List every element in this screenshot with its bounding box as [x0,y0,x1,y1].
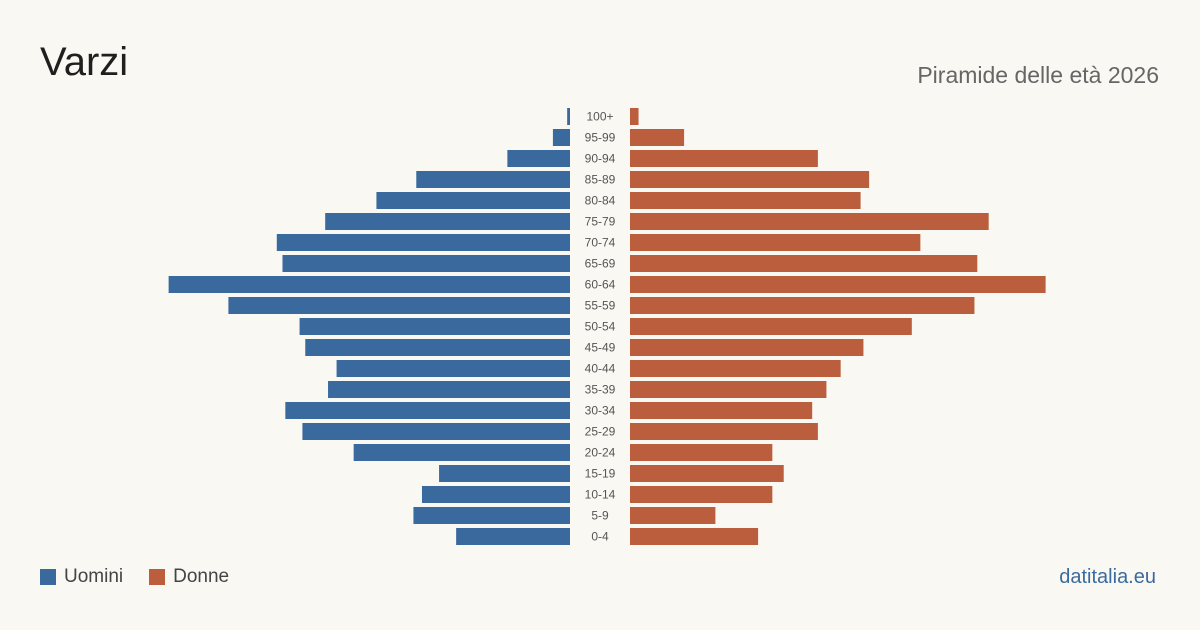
age-label-45-49: 45-49 [585,341,616,355]
bar-male-45-49 [305,339,570,356]
bar-male-95-99 [552,129,570,146]
age-label-100plus: 100+ [586,110,613,124]
bar-male-25-29 [302,423,570,440]
bar-male-70-74 [276,234,570,251]
bar-female-80-84 [630,192,861,209]
age-label-20-24: 20-24 [585,446,616,460]
bar-male-100plus [567,108,570,125]
bar-female-60-64 [630,276,1046,293]
bar-male-80-84 [376,192,570,209]
bar-female-5-9 [630,507,716,524]
bar-male-85-89 [416,171,570,188]
bar-male-75-79 [325,213,570,230]
bar-female-10-14 [630,486,773,503]
bar-male-50-54 [299,318,570,335]
bar-male-0-4 [456,528,570,545]
bar-female-45-49 [630,339,864,356]
age-label-40-44: 40-44 [585,362,616,376]
bar-female-90-94 [630,150,818,167]
bar-female-55-59 [630,297,975,314]
bar-male-40-44 [336,360,570,377]
age-label-5-9: 5-9 [591,509,609,523]
age-label-70-74: 70-74 [585,236,616,250]
bar-female-35-39 [630,381,827,398]
age-label-50-54: 50-54 [585,320,616,334]
age-label-55-59: 55-59 [585,299,616,313]
bar-female-25-29 [630,423,818,440]
age-label-90-94: 90-94 [585,152,616,166]
age-label-95-99: 95-99 [585,131,616,145]
age-label-30-34: 30-34 [585,404,616,418]
age-label-85-89: 85-89 [585,173,616,187]
bar-female-30-34 [630,402,813,419]
bar-male-30-34 [285,402,570,419]
bar-male-55-59 [228,297,570,314]
bar-male-35-39 [328,381,570,398]
age-label-65-69: 65-69 [585,257,616,271]
bar-female-85-89 [630,171,870,188]
bar-female-95-99 [630,129,685,146]
legend-item-male: Uomini [40,566,123,588]
source-link[interactable]: datitalia.eu [1059,566,1156,588]
age-label-35-39: 35-39 [585,383,616,397]
bar-female-0-4 [630,528,759,545]
bar-female-100plus [630,108,639,125]
legend-label-male: Uomini [64,566,124,587]
bar-female-40-44 [630,360,841,377]
age-label-60-64: 60-64 [585,278,616,292]
legend-swatch-female [149,569,166,585]
bar-female-50-54 [630,318,912,335]
page-title: Varzi [40,40,129,84]
bar-female-75-79 [630,213,989,230]
legend: Uomini Donne [40,566,255,588]
legend-item-female: Donne [149,566,229,588]
age-label-25-29: 25-29 [585,425,616,439]
age-label-15-19: 15-19 [585,467,616,481]
bar-male-65-69 [282,255,570,272]
bar-male-10-14 [421,486,570,503]
bar-male-60-64 [168,276,570,293]
age-label-0-4: 0-4 [591,530,609,544]
bar-female-20-24 [630,444,773,461]
population-pyramid-chart: 100+ 95-99 90-94 85-89 80-84 75-79 70-74 65-69 6… [168,108,1046,545]
bar-male-20-24 [353,444,570,461]
bar-male-5-9 [413,507,570,524]
chart-subtitle: Piramide delle età 2026 [917,62,1159,88]
bar-male-15-19 [439,465,570,482]
legend-label-female: Donne [173,566,230,587]
age-label-75-79: 75-79 [585,215,616,229]
bar-female-70-74 [630,234,921,251]
legend-swatch-male [40,569,56,585]
age-label-80-84: 80-84 [585,194,616,208]
bar-female-65-69 [630,255,978,272]
bar-male-90-94 [507,150,570,167]
age-label-10-14: 10-14 [585,488,616,502]
bar-female-15-19 [630,465,784,482]
